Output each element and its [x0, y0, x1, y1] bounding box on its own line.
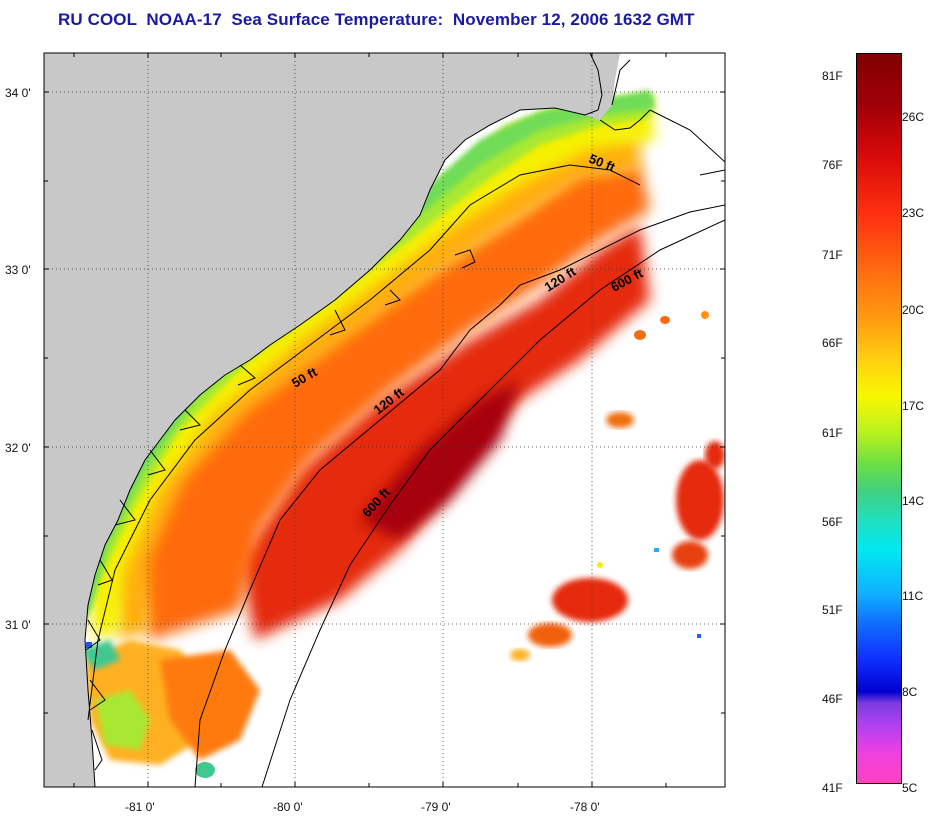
cbar-label-66f: 66F [822, 336, 843, 350]
map-frame [43, 52, 726, 788]
cbar-label-11c: 11C [902, 589, 924, 603]
x-tick-78: -78 0' [570, 800, 600, 814]
cbar-label-76f: 76F [822, 158, 843, 172]
cbar-label-56f: 56F [822, 515, 843, 529]
y-tick-34: 34 0' [5, 86, 31, 100]
cbar-label-14c: 14C [902, 494, 925, 508]
cbar-label-20c: 20C [902, 303, 925, 317]
tick-marks [44, 53, 725, 787]
cbar-label-81f: 81F [822, 69, 843, 83]
cbar-label-41f: 41F [822, 781, 843, 795]
isobaths [87, 164, 725, 787]
x-tick-79: -79 0' [421, 800, 451, 814]
y-tick-33: 33 0' [5, 263, 31, 277]
cbar-label-5c: 5C [902, 781, 918, 795]
cbar-label-46f: 46F [822, 692, 843, 706]
y-tick-32: 32 0' [5, 441, 31, 455]
cbar-label-61f: 61F [822, 426, 843, 440]
cbar-label-17c: 17C [902, 399, 925, 413]
x-tick-80: -80 0' [273, 800, 303, 814]
x-tick-81: -81 0' [125, 800, 155, 814]
graticule [44, 53, 725, 787]
cbar-label-23c: 23C [902, 206, 925, 220]
sst-field [72, 74, 725, 778]
cbar-label-26c: 26C [902, 110, 925, 124]
cbar-label-71f: 71F [822, 248, 843, 262]
cbar-label-51f: 51F [822, 603, 843, 617]
coastline [84, 53, 725, 787]
cbar-label-8c: 8C [902, 685, 918, 699]
land-mass [44, 53, 602, 787]
y-tick-31: 31 0' [5, 618, 31, 632]
map-title: RU COOL NOAA-17 Sea Surface Temperature:… [58, 10, 695, 29]
temperature-colorbar [856, 53, 902, 784]
